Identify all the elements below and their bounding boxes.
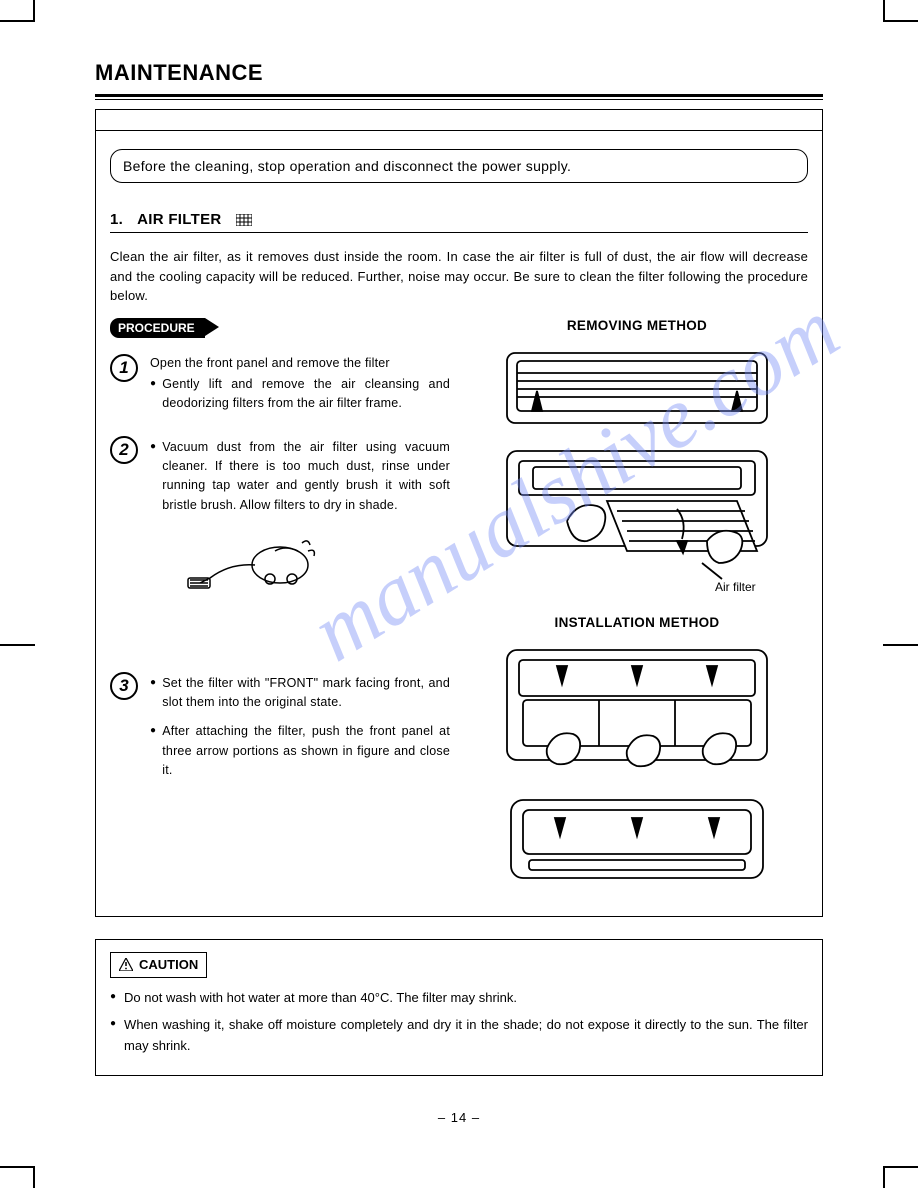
bullet: ● Gently lift and remove the air cleansi… xyxy=(150,375,450,414)
bullet-dot-icon: ● xyxy=(150,438,156,516)
removing-method-title: REMOVING METHOD xyxy=(466,318,808,333)
title-rule xyxy=(95,94,823,97)
illustration-column: REMOVING METHOD xyxy=(466,318,808,902)
step-number: 3 xyxy=(110,672,138,700)
bullet: ● After attaching the filter, push the f… xyxy=(150,722,450,780)
bullet: ● Set the filter with "FRONT" mark facin… xyxy=(150,674,450,713)
bullet-text: Set the filter with "FRONT" mark facing … xyxy=(162,674,450,713)
columns: PROCEDURE 1 Open the front panel and rem… xyxy=(110,318,808,902)
installation-method-title: INSTALLATION METHOD xyxy=(466,615,808,630)
step-1: 1 Open the front panel and remove the fi… xyxy=(110,354,450,414)
caution-box: CAUTION ● Do not wash with hot water at … xyxy=(95,939,823,1076)
step-lead: Open the front panel and remove the filt… xyxy=(150,354,450,373)
caution-label: CAUTION xyxy=(110,952,207,979)
crop-mark xyxy=(0,644,35,646)
crop-mark xyxy=(883,1166,885,1188)
grid-icon xyxy=(236,214,252,226)
page-title: MAINTENANCE xyxy=(95,60,823,86)
step-body: ● Set the filter with "FRONT" mark facin… xyxy=(150,672,450,781)
caution-text: When washing it, shake off moisture comp… xyxy=(124,1015,808,1057)
section-rule xyxy=(110,232,808,233)
bullet: ● Vacuum dust from the air filter using … xyxy=(150,438,450,516)
vacuum-illustration xyxy=(180,523,320,593)
caution-item: ● Do not wash with hot water at more tha… xyxy=(110,988,808,1009)
caution-text: CAUTION xyxy=(139,955,198,976)
section-name: AIR FILTER xyxy=(137,211,221,228)
step-2: 2 ● Vacuum dust from the air filter usin… xyxy=(110,436,450,610)
crop-mark xyxy=(0,1166,35,1168)
bullet-dot-icon: ● xyxy=(110,1015,116,1057)
step-number: 1 xyxy=(110,354,138,382)
installation-illustration xyxy=(487,638,787,888)
caution-text: Do not wash with hot water at more than … xyxy=(124,988,517,1009)
bullet-dot-icon: ● xyxy=(150,722,156,780)
section-title: 1. AIR FILTER xyxy=(110,211,808,228)
step-body: Open the front panel and remove the filt… xyxy=(150,354,450,414)
step-number: 2 xyxy=(110,436,138,464)
bullet-dot-icon: ● xyxy=(110,988,116,1009)
bullet-dot-icon: ● xyxy=(150,674,156,713)
air-filter-label: Air filter xyxy=(715,580,756,594)
warning-icon xyxy=(119,958,133,971)
intro-text: Clean the air filter, as it removes dust… xyxy=(110,247,808,306)
crop-mark xyxy=(33,1166,35,1188)
page-number: – 14 – xyxy=(95,1110,823,1125)
bullet-text: Vacuum dust from the air filter using va… xyxy=(162,438,450,516)
main-box: Before the cleaning, stop operation and … xyxy=(95,130,823,917)
crop-mark xyxy=(883,644,918,646)
step-3: 3 ● Set the filter with "FRONT" mark fac… xyxy=(110,672,450,781)
bullet-text: After attaching the filter, push the fro… xyxy=(162,722,450,780)
bullet-text: Gently lift and remove the air cleansing… xyxy=(162,375,450,414)
notice-bar: Before the cleaning, stop operation and … xyxy=(110,149,808,183)
procedure-column: PROCEDURE 1 Open the front panel and rem… xyxy=(110,318,450,902)
crop-mark xyxy=(33,0,35,22)
crop-mark xyxy=(883,0,885,22)
crop-mark xyxy=(883,1166,918,1168)
crop-mark xyxy=(0,20,35,22)
step-body: ● Vacuum dust from the air filter using … xyxy=(150,436,450,610)
crop-mark xyxy=(883,20,918,22)
removing-illustration: Air filter xyxy=(487,341,787,601)
procedure-label: PROCEDURE xyxy=(110,318,205,338)
title-rule xyxy=(95,99,823,100)
page-content: MAINTENANCE Before the cleaning, stop op… xyxy=(95,60,823,1128)
bullet-dot-icon: ● xyxy=(150,375,156,414)
section-number: 1. xyxy=(110,211,123,228)
caution-item: ● When washing it, shake off moisture co… xyxy=(110,1015,808,1057)
